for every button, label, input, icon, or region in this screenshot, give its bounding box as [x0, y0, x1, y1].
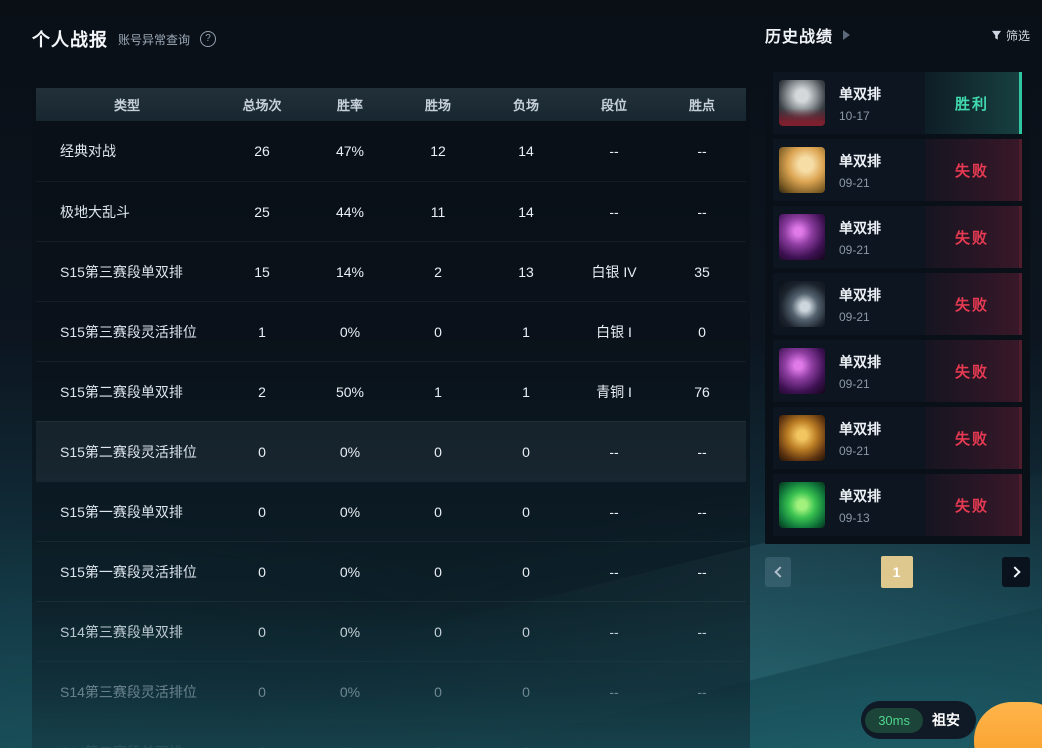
queue-type: 单双排 — [839, 219, 881, 236]
match-info: 单双排 09-21 — [839, 151, 881, 190]
table-row[interactable]: 经典对战 26 47% 12 14 -- -- — [60, 143, 707, 159]
match-item[interactable]: 单双排 09-21 失败 — [773, 407, 1022, 469]
table-row[interactable]: S15第三赛段单双排 15 14% 2 13 白银 IV 35 — [36, 241, 746, 301]
ping-value: 30ms — [865, 707, 923, 733]
champion-avatar — [779, 80, 825, 126]
match-date: 09-21 — [839, 443, 870, 458]
filter-label: 筛选 — [1005, 28, 1030, 43]
stats-table-header: 类型 总场次 胜率 胜场 负场 段位 胜点 — [36, 88, 746, 121]
match-info: 单双排 09-21 — [839, 218, 881, 257]
champion-avatar — [779, 281, 825, 327]
match-item[interactable]: 单双排 09-21 失败 — [773, 139, 1022, 201]
chevron-right-icon — [1008, 566, 1021, 578]
stats-table-body: 经典对战 26 47% 12 14 -- -- 极地大乱斗 25 44% 11 … — [32, 121, 750, 748]
table-row[interactable]: S15第三赛段灵活排位 1 0% 0 1 白银 I 0 — [36, 301, 746, 361]
table-row[interactable]: S14第二赛段单双排 0 0% 0 0 -- -- — [36, 721, 746, 748]
match-info: 单双排 09-21 — [839, 352, 881, 391]
help-icon[interactable]: ? — [200, 31, 217, 47]
match-result: 胜利 — [925, 72, 1022, 134]
col-losses: 负场 — [512, 98, 539, 113]
table-row[interactable]: S14第三赛段灵活排位 0 0% 0 0 -- -- — [36, 661, 746, 721]
history-title: 历史战绩 — [765, 29, 834, 46]
match-date: 09-21 — [839, 309, 870, 324]
prev-page-button[interactable] — [765, 557, 791, 587]
col-wins: 胜场 — [424, 98, 451, 113]
table-row[interactable]: 极地大乱斗 25 44% 11 14 -- -- — [36, 181, 746, 241]
col-rank: 段位 — [600, 98, 627, 113]
next-page-button[interactable] — [1002, 557, 1030, 587]
account-check-link[interactable]: 账号异常查询 — [118, 32, 191, 47]
col-total: 总场次 — [242, 98, 282, 113]
match-date: 09-21 — [839, 175, 870, 190]
match-result: 失败 — [925, 206, 1022, 268]
match-result: 失败 — [925, 273, 1022, 335]
match-item[interactable]: 单双排 09-21 失败 — [773, 273, 1022, 335]
personal-report-panel: 个人战报 账号异常查询 ? 类型 总场次 胜率 胜场 负场 段位 胜点 经典对战… — [32, 24, 750, 748]
chevron-left-icon — [773, 566, 786, 578]
history-panel: 历史战绩 筛选 单双排 10-17 胜利 单双排 09-21 失败 — [765, 22, 1030, 588]
table-row[interactable]: S14第三赛段单双排 0 0% 0 0 -- -- — [36, 601, 746, 661]
table-row[interactable]: S15第一赛段单双排 0 0% 0 0 -- -- — [36, 481, 746, 541]
page-title: 个人战报 — [32, 30, 108, 50]
col-points: 胜点 — [688, 98, 715, 113]
champion-avatar — [779, 214, 825, 260]
col-winrate: 胜率 — [336, 98, 363, 113]
champion-avatar — [779, 348, 825, 394]
history-header: 历史战绩 筛选 — [765, 22, 1030, 48]
match-result: 失败 — [925, 407, 1022, 469]
match-item[interactable]: 单双排 09-13 失败 — [773, 474, 1022, 536]
match-date: 09-21 — [839, 376, 870, 391]
match-item[interactable]: 单双排 10-17 胜利 — [773, 72, 1022, 134]
match-date: 09-13 — [839, 510, 870, 525]
queue-type: 单双排 — [839, 152, 881, 169]
pagination: 1 — [765, 556, 1030, 588]
page-number-button[interactable]: 1 — [880, 556, 913, 588]
match-result: 失败 — [925, 340, 1022, 402]
stats-table: 类型 总场次 胜率 胜场 负场 段位 胜点 经典对战 26 47% 12 14 … — [32, 88, 750, 748]
report-header: 个人战报 账号异常查询 ? — [32, 24, 750, 54]
play-button[interactable] — [974, 702, 1042, 748]
queue-type: 单双排 — [839, 353, 881, 370]
match-info: 单双排 10-17 — [839, 84, 881, 123]
filter-icon — [991, 30, 1002, 40]
table-row-highlighted[interactable]: S15第二赛段灵活排位 0 0% 0 0 -- -- — [36, 421, 746, 481]
match-info: 单双排 09-21 — [839, 419, 881, 458]
match-result: 失败 — [925, 474, 1022, 536]
match-date: 09-21 — [839, 242, 870, 257]
match-item[interactable]: 单双排 09-21 失败 — [773, 340, 1022, 402]
arrow-right-icon[interactable] — [843, 30, 851, 40]
match-list: 单双排 10-17 胜利 单双排 09-21 失败 单双排 09-21 失败 单… — [765, 64, 1030, 544]
table-row[interactable]: S15第一赛段灵活排位 0 0% 0 0 -- -- — [36, 541, 746, 601]
queue-type: 单双排 — [839, 85, 881, 102]
match-info: 单双排 09-21 — [839, 285, 881, 324]
match-item[interactable]: 单双排 09-21 失败 — [773, 206, 1022, 268]
champion-avatar — [779, 147, 825, 193]
table-row[interactable]: S15第二赛段单双排 2 50% 1 1 青铜 I 76 — [36, 361, 746, 421]
server-name: 祖安 — [932, 712, 960, 728]
match-date: 10-17 — [839, 108, 870, 123]
champion-avatar — [779, 415, 825, 461]
queue-type: 单双排 — [839, 487, 881, 504]
ping-indicator: 30ms 祖安 — [861, 701, 976, 739]
champion-avatar — [779, 482, 825, 528]
col-type: 类型 — [113, 98, 140, 113]
filter-button[interactable]: 筛选 — [991, 27, 1030, 44]
match-result: 失败 — [925, 139, 1022, 201]
queue-type: 单双排 — [839, 420, 881, 437]
queue-type: 单双排 — [839, 286, 881, 303]
match-info: 单双排 09-13 — [839, 486, 881, 525]
